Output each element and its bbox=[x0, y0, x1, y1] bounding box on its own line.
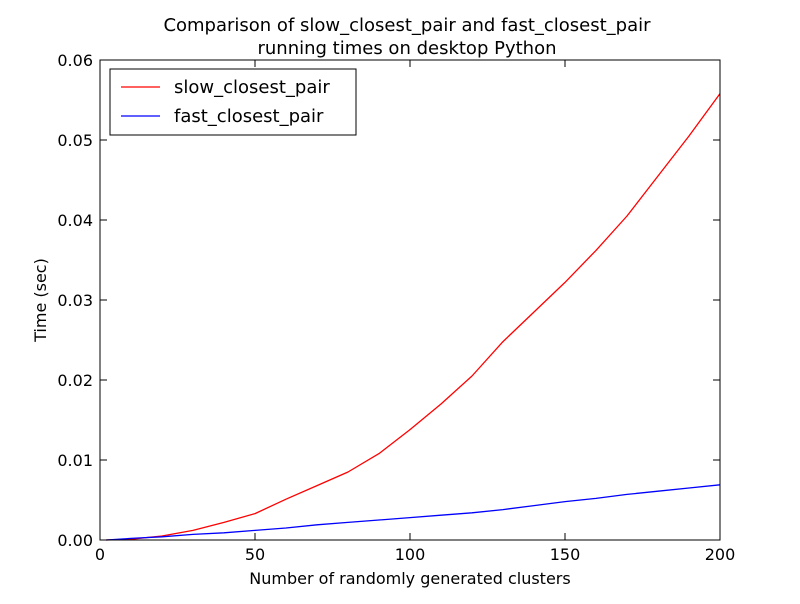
y-tick-label: 0.05 bbox=[57, 131, 93, 150]
y-tick-label: 0.02 bbox=[57, 371, 93, 390]
x-tick-label: 50 bbox=[245, 545, 265, 564]
y-tick-label: 0.06 bbox=[57, 51, 93, 70]
x-tick-label: 150 bbox=[550, 545, 581, 564]
series-line-slow-closest-pair bbox=[106, 93, 721, 541]
chart-title: Comparison of slow_closest_pair and fast… bbox=[163, 15, 651, 36]
x-tick-label: 200 bbox=[705, 545, 736, 564]
series-layer bbox=[106, 93, 721, 541]
y-axis-label: Time (sec) bbox=[31, 258, 50, 343]
x-tick-label: 100 bbox=[395, 545, 426, 564]
legend: slow_closest_pair fast_closest_pair bbox=[109, 68, 357, 136]
series-line-fast-closest-pair bbox=[106, 484, 721, 541]
chart-subtitle: running times on desktop Python bbox=[257, 38, 556, 59]
y-tick-label: 0.03 bbox=[57, 291, 93, 310]
plot-frame bbox=[99, 59, 721, 541]
y-tick-label: 0.01 bbox=[57, 451, 93, 470]
x-axis-label: Number of randomly generated clusters bbox=[249, 569, 570, 588]
legend-label-slow: slow_closest_pair bbox=[174, 77, 330, 98]
tick-layer: 0 50 100 150 200 0.00 0.01 0.02 0.03 0.04 0.05 0.06 bbox=[57, 51, 735, 564]
x-tick-label: 0 bbox=[95, 545, 105, 564]
y-tick-label: 0.00 bbox=[57, 531, 93, 550]
legend-box bbox=[109, 68, 357, 136]
plot-area bbox=[100, 60, 720, 540]
y-tick-label: 0.04 bbox=[57, 211, 93, 230]
legend-label-fast: fast_closest_pair bbox=[174, 106, 324, 127]
